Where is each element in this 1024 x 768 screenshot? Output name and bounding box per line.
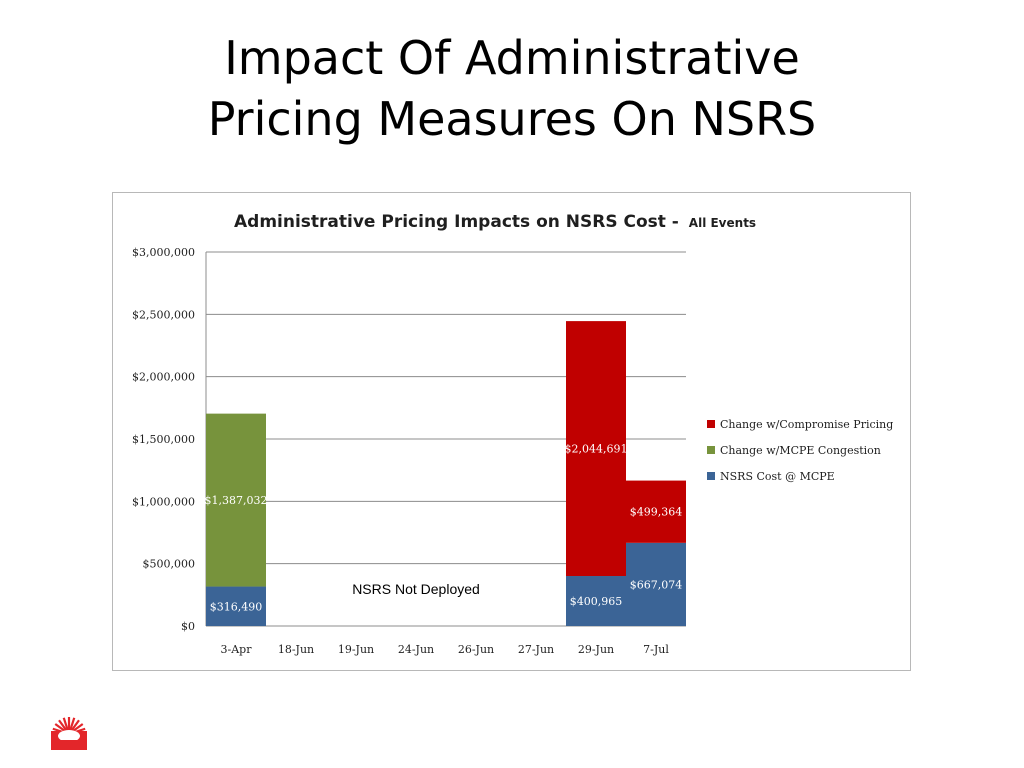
bars — [206, 321, 686, 626]
x-axis-ticks: 3-Apr 18-Jun 19-Jun 24-Jun 26-Jun 27-Jun 29-Ju… — [221, 643, 670, 656]
gridlines — [205, 251, 686, 627]
x-tick-label: 18-Jun — [278, 643, 314, 656]
data-label: $499,364 — [630, 506, 683, 519]
y-tick-label: $1,500,000 — [132, 433, 195, 446]
slide-title: Impact Of Administrative Pricing Measure… — [0, 28, 1024, 150]
data-labels: $316,490 $1,387,032 $400,965 $2,044,691 $667… — [205, 443, 683, 614]
y-tick-label: $2,000,000 — [132, 371, 195, 384]
y-tick-label: $500,000 — [143, 558, 196, 571]
x-tick-label: 3-Apr — [221, 643, 253, 656]
slide-title-line-1: Impact Of Administrative — [224, 31, 800, 85]
legend: Change w/Compromise Pricing Change w/MCPE… — [707, 418, 893, 483]
y-tick-label: $3,000,000 — [132, 246, 195, 259]
bar — [566, 576, 626, 626]
x-tick-label: 27-Jun — [518, 643, 554, 656]
y-tick-label: $2,500,000 — [132, 308, 195, 321]
data-label: $667,074 — [630, 578, 683, 591]
x-tick-label: 7-Jul — [643, 643, 669, 656]
bar — [626, 542, 686, 626]
chart-title-subtitle: All Events — [689, 216, 756, 230]
bar — [566, 321, 626, 577]
chart-title-main: Administrative Pricing Impacts on NSRS C… — [234, 212, 679, 232]
y-tick-label: $0 — [181, 620, 195, 633]
x-tick-label: 26-Jun — [458, 643, 494, 656]
annotation-label: NSRS Not Deployed — [352, 581, 480, 597]
chart-frame: Administrative Pricing Impacts on NSRS C… — [112, 192, 911, 671]
x-tick-label: 24-Jun — [398, 643, 434, 656]
slide-title-line-2: Pricing Measures On NSRS — [207, 92, 817, 146]
legend-swatch — [707, 446, 715, 454]
bar — [206, 586, 266, 626]
y-tick-label: $1,000,000 — [132, 495, 195, 508]
legend-label: NSRS Cost @ MCPE — [720, 470, 835, 483]
legend-swatch — [707, 420, 715, 428]
legend-label: Change w/MCPE Congestion — [720, 444, 881, 457]
legend-label: Change w/Compromise Pricing — [720, 418, 893, 431]
bar — [206, 413, 266, 587]
x-tick-label: 19-Jun — [338, 643, 374, 656]
chart-title: Administrative Pricing Impacts on NSRS C… — [234, 212, 756, 232]
y-axis-ticks: $0 $500,000 $1,000,000 $1,500,000 $2,000,000… — [132, 246, 195, 633]
bar — [626, 480, 686, 543]
data-label: $400,965 — [570, 595, 623, 608]
data-label: $316,490 — [210, 600, 263, 613]
sun-logo-icon — [51, 717, 87, 750]
x-tick-label: 29-Jun — [578, 643, 614, 656]
data-label: $2,044,691 — [565, 443, 628, 456]
legend-swatch — [707, 472, 715, 480]
stacked-bar-chart: Administrative Pricing Impacts on NSRS C… — [132, 212, 893, 656]
data-label: $1,387,032 — [205, 494, 268, 507]
annotations: NSRS Not Deployed — [352, 581, 480, 597]
